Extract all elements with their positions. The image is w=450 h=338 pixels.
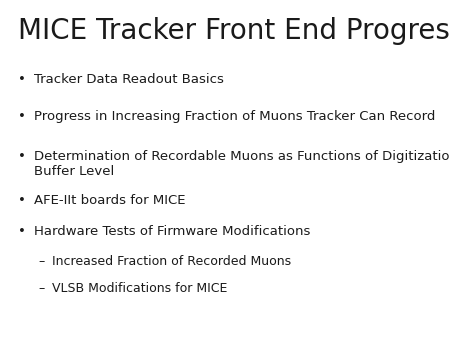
- Text: •: •: [18, 73, 26, 86]
- Text: Hardware Tests of Firmware Modifications: Hardware Tests of Firmware Modifications: [34, 225, 310, 238]
- Text: Tracker Data Readout Basics: Tracker Data Readout Basics: [34, 73, 224, 86]
- Text: •: •: [18, 194, 26, 207]
- Text: •: •: [18, 150, 26, 163]
- Text: Progress in Increasing Fraction of Muons Tracker Can Record: Progress in Increasing Fraction of Muons…: [34, 110, 435, 123]
- Text: MICE Tracker Front End Progress: MICE Tracker Front End Progress: [18, 17, 450, 45]
- Text: Increased Fraction of Recorded Muons: Increased Fraction of Recorded Muons: [52, 255, 291, 268]
- Text: VLSB Modifications for MICE: VLSB Modifications for MICE: [52, 282, 227, 295]
- Text: Determination of Recordable Muons as Functions of Digitization Time and
Buffer L: Determination of Recordable Muons as Fun…: [34, 150, 450, 178]
- Text: •: •: [18, 225, 26, 238]
- Text: –: –: [38, 255, 45, 268]
- Text: –: –: [38, 282, 45, 295]
- Text: •: •: [18, 110, 26, 123]
- Text: AFE-IIt boards for MICE: AFE-IIt boards for MICE: [34, 194, 185, 207]
